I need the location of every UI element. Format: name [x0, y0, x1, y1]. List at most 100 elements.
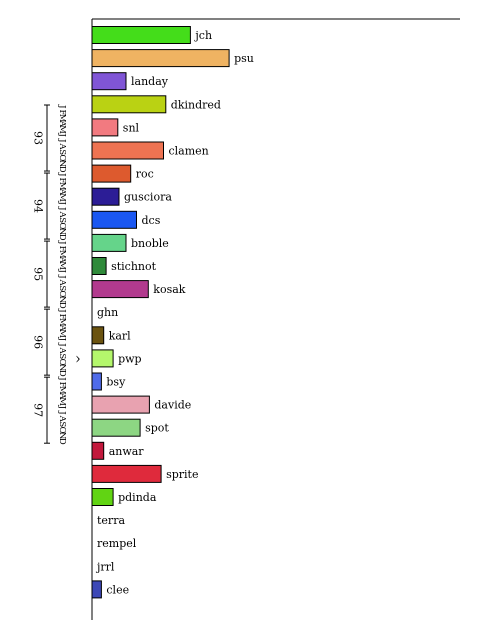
month-tick-93-0: J: [57, 104, 67, 109]
bar-label-dcs: dcs: [142, 214, 161, 227]
month-tick-95-0: J: [57, 240, 67, 245]
year-label-95: 95: [32, 267, 45, 281]
month-tick-97-6: J: [57, 410, 67, 415]
bar-spot: [91, 418, 141, 437]
month-tick-96-6: J: [57, 342, 67, 347]
bar-label-terra: terra: [97, 514, 125, 527]
month-tick-95-1: F: [57, 246, 67, 252]
year-label-93: 93: [32, 131, 45, 145]
month-tick-97-10: N: [57, 432, 67, 440]
month-tick-96-7: A: [57, 347, 67, 355]
month-tick-97-7: A: [57, 415, 67, 423]
bar-psu: [91, 49, 230, 68]
bar-pdinda: [91, 488, 114, 506]
month-tick-94-4: M: [57, 193, 67, 202]
bar-label-anwar: anwar: [109, 445, 145, 458]
month-tick-95-9: O: [57, 290, 67, 297]
bar-label-karl: karl: [109, 329, 131, 342]
month-tick-97-5: J: [57, 405, 67, 410]
month-tick-93-10: N: [57, 160, 67, 168]
month-tick-97-8: S: [57, 421, 67, 427]
month-tick-96-8: S: [57, 353, 67, 359]
month-tick-93-8: S: [57, 149, 67, 155]
bar-sprite: [91, 464, 162, 483]
month-tick-94-9: O: [57, 222, 67, 229]
month-tick-94-11: D: [57, 234, 67, 241]
month-tick-94-2: M: [57, 182, 67, 191]
bar-label-sprite: sprite: [166, 468, 198, 481]
month-tick-96-5: J: [57, 337, 67, 342]
month-tick-96-10: N: [57, 364, 67, 372]
bar-label-kosak: kosak: [153, 283, 185, 296]
month-tick-97-2: M: [57, 386, 67, 395]
bar-karl: [91, 326, 105, 345]
month-tick-93-1: F: [57, 110, 67, 116]
month-tick-94-7: A: [57, 210, 67, 218]
bar-snl: [91, 118, 119, 137]
month-tick-96-11: D: [57, 370, 67, 377]
month-tick-93-9: O: [57, 154, 67, 161]
month-tick-95-7: A: [57, 278, 67, 286]
month-tick-94-8: S: [57, 217, 67, 223]
bar-label-psu: psu: [234, 52, 254, 65]
month-tick-95-10: N: [57, 296, 67, 304]
month-tick-96-9: O: [57, 358, 67, 365]
month-tick-95-6: J: [57, 274, 67, 279]
month-tick-95-5: J: [57, 269, 67, 274]
month-tick-95-8: S: [57, 285, 67, 291]
month-tick-96-1: F: [57, 314, 67, 320]
bar-anwar: [91, 441, 105, 460]
month-tick-93-5: J: [57, 132, 67, 137]
bar-label-clamen: clamen: [169, 145, 209, 158]
bar-label-gusciora: gusciora: [124, 191, 172, 204]
month-tick-97-3: A: [57, 392, 67, 400]
bar-gusciora: [91, 187, 120, 206]
bar-clee: [91, 580, 102, 599]
month-tick-95-3: A: [57, 256, 67, 264]
month-tick-94-10: N: [57, 228, 67, 236]
bar-label-ghn: ghn: [97, 306, 118, 319]
month-tick-93-7: A: [57, 142, 67, 150]
month-tick-93-3: A: [57, 120, 67, 128]
bar-label-bnoble: bnoble: [131, 237, 169, 250]
bar-label-bsy: bsy: [106, 376, 126, 389]
month-tick-97-0: J: [57, 376, 67, 381]
bar-stichnot: [91, 257, 107, 275]
bar-clamen: [91, 141, 164, 160]
bar-pwp: [91, 349, 114, 368]
month-tick-94-3: A: [57, 188, 67, 196]
bar-kosak: [91, 280, 149, 299]
bar-label-rempel: rempel: [97, 537, 137, 550]
month-tick-93-2: M: [57, 114, 67, 123]
month-tick-94-5: J: [57, 200, 67, 205]
year-label-96: 96: [32, 335, 45, 349]
month-tick-97-11: D: [57, 438, 67, 445]
bar-label-clee: clee: [106, 583, 129, 596]
month-tick-94-0: J: [57, 172, 67, 177]
month-tick-93-6: J: [57, 138, 67, 143]
month-tick-94-6: J: [57, 206, 67, 211]
year-label-94: 94: [32, 199, 45, 213]
bar-dkindred: [91, 95, 167, 114]
bar-jch: [91, 26, 191, 44]
bar-davide: [91, 395, 150, 414]
month-tick-93-11: D: [57, 166, 67, 173]
bar-label-dkindred: dkindred: [171, 98, 221, 111]
bar-label-pwp: pwp: [118, 352, 142, 365]
bar-label-snl: snl: [123, 121, 140, 134]
month-tick-94-1: F: [57, 178, 67, 184]
bar-dcs: [91, 210, 137, 229]
month-tick-95-4: M: [57, 261, 67, 270]
bar-label-jch: jch: [193, 29, 212, 42]
bar-label-spot: spot: [145, 422, 169, 435]
month-tick-93-4: M: [57, 125, 67, 134]
bar-roc: [91, 164, 132, 183]
month-tick-95-11: D: [57, 302, 67, 309]
month-tick-97-1: F: [57, 382, 67, 388]
bar-label-pdinda: pdinda: [118, 491, 157, 504]
time-axis: 93JFMAMJJASOND94JFMAMJJASOND95JFMAMJJASO…: [32, 104, 82, 445]
month-tick-96-2: M: [57, 318, 67, 327]
month-tick-96-0: J: [57, 308, 67, 313]
